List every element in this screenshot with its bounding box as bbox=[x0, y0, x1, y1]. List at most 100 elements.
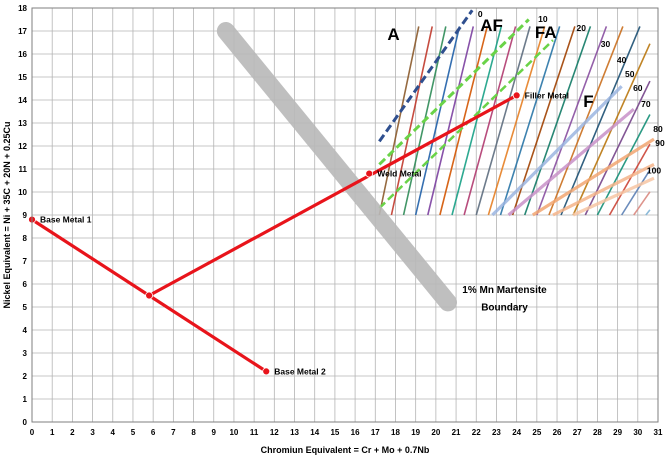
x-tick-label: 12 bbox=[270, 428, 279, 437]
x-tick-label: 25 bbox=[532, 428, 541, 437]
data-point bbox=[365, 169, 374, 178]
tie-line bbox=[148, 93, 518, 297]
y-tick-label: 6 bbox=[23, 280, 28, 289]
ferrite-line bbox=[427, 26, 475, 216]
x-tick-label: 20 bbox=[431, 428, 440, 437]
ferrite-line bbox=[645, 209, 651, 216]
x-tick-label: 21 bbox=[452, 428, 461, 437]
x-tick-label: 17 bbox=[371, 428, 380, 437]
x-tick-label: 4 bbox=[111, 428, 116, 437]
x-tick-label: 1 bbox=[50, 428, 55, 437]
y-tick-label: 15 bbox=[18, 73, 27, 82]
point-label: Weld Metal bbox=[377, 169, 421, 179]
y-tick-label: 11 bbox=[19, 165, 28, 174]
ferrite-line bbox=[499, 26, 561, 216]
ferrite-line bbox=[633, 191, 651, 216]
x-tick-label: 2 bbox=[70, 428, 75, 437]
plot-border bbox=[31, 7, 659, 423]
y-axis-label: Nickel Equivalent = Ni + 35C + 20N + 0.2… bbox=[2, 121, 12, 308]
data-point bbox=[512, 91, 521, 100]
ferrite-number-label: 20 bbox=[577, 23, 587, 33]
x-tick-label: 3 bbox=[90, 428, 95, 437]
y-tick-label: 3 bbox=[23, 349, 28, 358]
x-tick-label: 28 bbox=[593, 428, 602, 437]
x-tick-label: 31 bbox=[654, 428, 663, 437]
y-tick-label: 18 bbox=[18, 4, 27, 13]
ferrite-line-thick bbox=[552, 162, 655, 217]
ferrite-number-label: 90 bbox=[655, 138, 665, 148]
y-tick-label: 16 bbox=[18, 50, 27, 59]
x-axis-label: Chromiun Equivalent = Cr + Mo + 0.7Nb bbox=[261, 445, 430, 455]
y-tick-label: 8 bbox=[23, 234, 28, 243]
x-tick-label: 5 bbox=[131, 428, 136, 437]
ferrite-line bbox=[451, 26, 503, 216]
x-tick-label: 13 bbox=[290, 428, 299, 437]
ferrite-number-label: 100 bbox=[647, 166, 661, 176]
ferrite-line bbox=[523, 26, 592, 216]
y-tick-label: 12 bbox=[18, 142, 27, 151]
y-tick-label: 9 bbox=[23, 211, 28, 220]
ferrite-line bbox=[414, 26, 461, 216]
ferrite-number-label: 50 bbox=[625, 69, 635, 79]
y-tick-label: 1 bbox=[23, 395, 28, 404]
ferrite-line-thick bbox=[507, 107, 635, 217]
region-label: F bbox=[583, 92, 593, 111]
data-point bbox=[145, 291, 154, 300]
x-tick-label: 30 bbox=[633, 428, 642, 437]
data-point bbox=[262, 367, 271, 376]
ferrite-number-label: 10 bbox=[538, 14, 548, 24]
x-tick-label: 15 bbox=[330, 428, 339, 437]
ferrite-line bbox=[475, 26, 531, 216]
ferrite-line-thick bbox=[572, 176, 655, 217]
x-tick-label: 0 bbox=[30, 428, 35, 437]
x-tick-label: 8 bbox=[191, 428, 196, 437]
x-tick-label: 27 bbox=[573, 428, 582, 437]
x-tick-label: 26 bbox=[553, 428, 562, 437]
x-tick-label: 19 bbox=[411, 428, 420, 437]
x-tick-label: 6 bbox=[151, 428, 156, 437]
ferrite-hatching bbox=[378, 26, 655, 217]
x-tick-label: 10 bbox=[229, 428, 238, 437]
point-label: Filler Metal bbox=[525, 90, 569, 100]
y-tick-label: 10 bbox=[18, 188, 27, 197]
x-tick-label: 29 bbox=[613, 428, 622, 437]
x-tick-label: 23 bbox=[492, 428, 501, 437]
boundary-label: 1% Mn Martensite bbox=[462, 285, 547, 296]
point-label: Base Metal 1 bbox=[40, 215, 92, 225]
y-tick-label: 14 bbox=[18, 96, 27, 105]
ferrite-line bbox=[378, 26, 420, 216]
region-label: FA bbox=[535, 23, 557, 42]
x-tick-label: 18 bbox=[391, 428, 400, 437]
ferrite-line-thick bbox=[531, 137, 655, 217]
point-label: Base Metal 2 bbox=[274, 366, 326, 376]
region-label: AF bbox=[480, 16, 503, 35]
x-tick-label: 9 bbox=[212, 428, 217, 437]
ferrite-10-dashed-line bbox=[378, 18, 530, 166]
y-tick-label: 13 bbox=[18, 119, 27, 128]
ferrite-0-dashed-line bbox=[378, 9, 474, 143]
ferrite-line bbox=[536, 26, 608, 216]
ferrite-number-label: 70 bbox=[641, 99, 651, 109]
x-tick-label: 11 bbox=[250, 428, 259, 437]
x-tick-label: 7 bbox=[171, 428, 176, 437]
martensite-boundary-band bbox=[216, 22, 457, 312]
ferrite-line bbox=[560, 26, 641, 216]
x-tick-label: 22 bbox=[472, 428, 481, 437]
y-tick-label: 17 bbox=[18, 27, 27, 36]
x-tick-label: 16 bbox=[351, 428, 360, 437]
ferrite-number-label: 80 bbox=[653, 124, 663, 134]
y-tick-label: 4 bbox=[23, 326, 28, 335]
ferrite-line bbox=[608, 143, 651, 216]
y-tick-label: 2 bbox=[23, 372, 28, 381]
region-label: A bbox=[387, 25, 399, 44]
ferrite-number-label: 30 bbox=[601, 39, 611, 49]
ferrite-number-label: 0 bbox=[478, 9, 483, 19]
ferrite-line bbox=[439, 26, 488, 216]
ferrite-line-thick bbox=[491, 85, 623, 217]
ferrite-number-label: 60 bbox=[633, 83, 643, 93]
y-tick-label: 7 bbox=[23, 257, 28, 266]
y-tick-label: 0 bbox=[23, 418, 28, 427]
ferrite-line bbox=[390, 26, 434, 216]
